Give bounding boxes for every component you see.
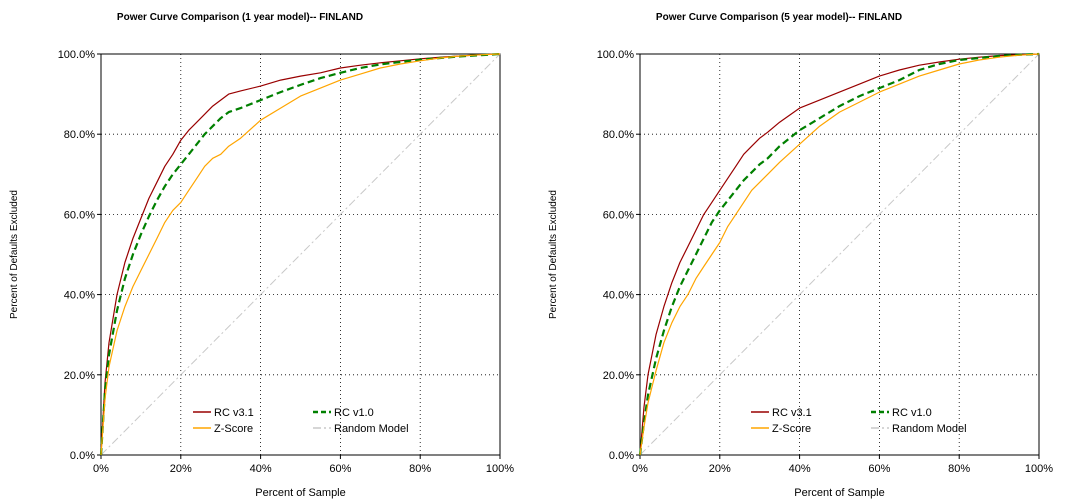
y-tick-label: 60.0%	[603, 209, 634, 221]
legend-label: RC v3.1	[214, 407, 254, 419]
y-tick-label: 60.0%	[64, 209, 95, 221]
plot-frame	[100, 53, 501, 456]
x-tick-label: 80%	[948, 463, 970, 475]
series-line-z-score	[100, 53, 501, 456]
y-tick-label: 80.0%	[64, 129, 95, 141]
legend-label: RC v3.1	[772, 407, 812, 419]
x-tick-label: 100%	[486, 463, 514, 475]
x-tick-label: 20%	[709, 463, 731, 475]
x-axis-label: Percent of Sample	[255, 487, 346, 499]
series-line-random-model	[639, 53, 1040, 456]
x-tick-label: 60%	[868, 463, 890, 475]
x-axis-label: Percent of Sample	[794, 487, 885, 499]
plot-frame	[639, 53, 1040, 456]
series-line-z-score	[639, 53, 1040, 456]
y-axis-label: Percent of Defaults Excluded	[9, 190, 20, 319]
y-tick-label: 100.0%	[58, 49, 96, 61]
legend-label: Random Model	[892, 423, 967, 435]
y-tick-label: 0.0%	[70, 450, 95, 462]
x-tick-label: 100%	[1025, 463, 1053, 475]
chart-title: Power Curve Comparison (5 year model)-- …	[656, 12, 902, 23]
series-line-rc-v1-0	[99, 52, 501, 456]
y-tick-label: 20.0%	[603, 370, 634, 382]
series-line-rc-v3-1	[100, 53, 501, 456]
y-tick-label: 40.0%	[64, 290, 95, 302]
y-tick-label: 100.0%	[597, 49, 635, 61]
legend-label: RC v1.0	[334, 407, 374, 419]
y-tick-label: 40.0%	[603, 290, 634, 302]
chart-title: Power Curve Comparison (1 year model)-- …	[117, 12, 363, 23]
x-tick-label: 40%	[789, 463, 811, 475]
series-line-rc-v1-0	[638, 52, 1040, 456]
x-tick-label: 0%	[93, 463, 109, 475]
legend-label: Random Model	[334, 423, 409, 435]
x-tick-label: 0%	[632, 463, 648, 475]
y-tick-label: 0.0%	[609, 450, 634, 462]
legend-label: RC v1.0	[892, 407, 932, 419]
y-tick-label: 80.0%	[603, 129, 634, 141]
series-line-random-model	[100, 53, 501, 456]
y-tick-label: 20.0%	[64, 370, 95, 382]
x-tick-label: 80%	[409, 463, 431, 475]
x-tick-label: 40%	[250, 463, 272, 475]
x-tick-label: 20%	[170, 463, 192, 475]
series-line-rc-v3-1	[639, 53, 1040, 456]
power-curve-chart-5-year: Power Curve Comparison (5 year model)-- …	[548, 12, 1053, 499]
x-tick-label: 60%	[329, 463, 351, 475]
y-axis-label: Percent of Defaults Excluded	[548, 190, 559, 319]
legend-label: Z-Score	[214, 423, 253, 435]
power-curve-chart-1-year: Power Curve Comparison (1 year model)-- …	[9, 12, 514, 499]
legend-label: Z-Score	[772, 423, 811, 435]
